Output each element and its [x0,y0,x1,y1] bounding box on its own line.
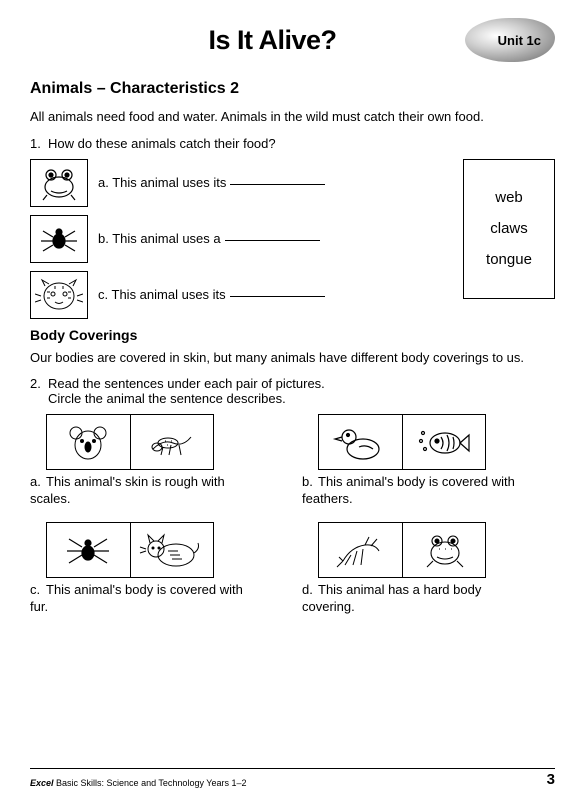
blank-a[interactable] [230,184,325,185]
unit-badge: Unit 1c [465,18,555,62]
pair-a-box[interactable] [46,414,214,470]
word-bank: web claws tongue [463,159,555,299]
footer: Excel Basic Skills: Science and Technolo… [30,768,555,788]
q1b-text: b. This animal uses a [98,231,320,246]
duck-icon [319,415,403,469]
q1c-text: c. This animal uses its [98,287,325,302]
shrimp-icon [319,523,403,577]
pair-c-box[interactable] [46,522,214,578]
word-web: web [495,189,523,206]
section1-intro: All animals need food and water. Animals… [30,108,555,126]
section2-intro: Our bodies are covered in skin, but many… [30,349,555,367]
page-title: Is It Alive? [100,25,445,56]
footer-left: Excel Basic Skills: Science and Technolo… [30,778,247,788]
q2-number: 2. [30,376,48,391]
question-1: 1.How do these animals catch their food? [30,136,555,151]
pair-c: c.This animal's body is covered with fur… [30,522,262,616]
lizard-icon [131,415,214,469]
word-claws: claws [490,220,528,237]
pair-b-box[interactable] [318,414,486,470]
q1-number: 1. [30,136,48,151]
pair-d-caption: d.This animal has a hard body covering. [302,582,534,616]
q2-line2: Circle the animal the sentence describes… [48,391,286,406]
footer-brand-rest: Basic Skills: [54,778,105,788]
q1-text: How do these animals catch their food? [48,136,276,151]
spider-icon [30,215,88,263]
pair-a-caption: a.This animal's skin is rough with scale… [30,474,262,508]
fish-icon [403,415,486,469]
question-2: 2.Read the sentences under each pair of … [30,376,555,406]
frog2-icon [403,523,486,577]
animal-row-b: b. This animal uses a [30,215,325,263]
pair-a: a.This animal's skin is rough with scale… [30,414,262,508]
q2-line1: Read the sentences under each pair of pi… [48,376,325,391]
animal-row-a: a. This animal uses its [30,159,325,207]
pair-c-caption: c.This animal's body is covered with fur… [30,582,262,616]
animal-row-c: c. This animal uses its [30,271,325,319]
koala-icon [47,415,131,469]
word-tongue: tongue [486,251,532,268]
pair-d: d.This animal has a hard body covering. [302,522,534,616]
pair-b: b.This animal's body is covered with fea… [302,414,534,508]
blank-b[interactable] [225,240,320,241]
animal-list: a. This animal uses its b. This animal u… [30,159,325,319]
section-title-1: Animals – Characteristics 2 [30,80,555,98]
tiger-icon [30,271,88,319]
q1a-text: a. This animal uses its [98,175,325,190]
footer-subject: Science and Technology Years 1–2 [104,778,246,788]
pair-d-box[interactable] [318,522,486,578]
frog-icon [30,159,88,207]
header: Is It Alive? Unit 1c [30,18,555,62]
page-number: 3 [547,771,555,788]
q1-content-row: a. This animal uses its b. This animal u… [30,159,555,319]
pair-b-caption: b.This animal's body is covered with fea… [302,474,534,508]
blank-c[interactable] [230,296,325,297]
section-title-2: Body Coverings [30,327,555,343]
spider2-icon [47,523,131,577]
cat-icon [131,523,214,577]
unit-label: Unit 1c [498,33,541,48]
pair-grid: a.This animal's skin is rough with scale… [30,414,555,616]
footer-brand-bold: Excel [30,778,54,788]
